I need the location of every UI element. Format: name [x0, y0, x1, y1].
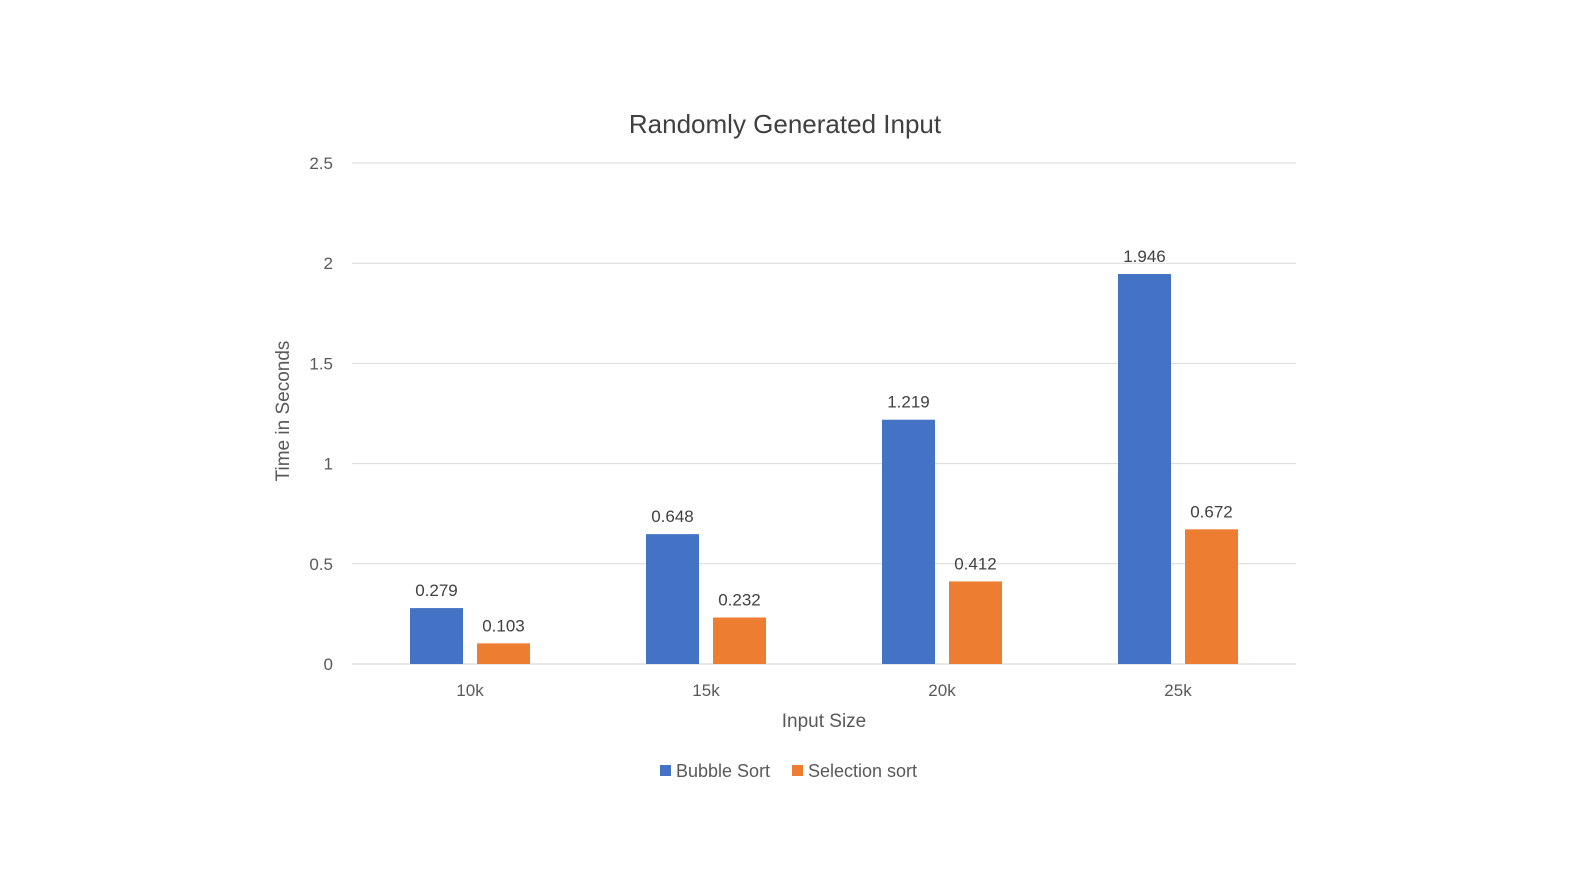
data-label-1-0: 0.103	[482, 616, 525, 635]
chart-title: Randomly Generated Input	[629, 109, 942, 139]
bar-0-1	[646, 534, 699, 664]
bar-0-2	[882, 419, 935, 664]
x-tick-label: 10k	[456, 681, 484, 700]
data-label-0-3: 1.946	[1123, 247, 1166, 266]
x-axis-title: Input Size	[782, 711, 867, 732]
data-labels: 0.279 0.103 0.648 0.232 1.219 0.412 1.946 0.672	[415, 247, 1233, 635]
bars	[410, 274, 1238, 664]
y-tick-label: 0	[324, 655, 333, 674]
bar-1-3	[1185, 529, 1238, 664]
bar-1-1	[713, 617, 766, 664]
legend-label-1: Selection sort	[808, 761, 917, 781]
legend-swatch-1	[792, 765, 803, 776]
y-axis-title: Time in Seconds	[273, 341, 294, 482]
y-tick-label: 0.5	[309, 555, 333, 574]
data-label-1-1: 0.232	[718, 591, 761, 610]
bar-0-0	[410, 608, 463, 664]
y-tick-label: 2.5	[309, 154, 333, 173]
y-tick-label: 1	[324, 455, 333, 474]
legend-swatch-0	[660, 765, 671, 776]
y-tick-label: 2	[324, 254, 333, 273]
legend: Bubble Sort Selection sort	[660, 761, 917, 781]
bar-1-0	[477, 643, 530, 664]
x-tick-label: 15k	[692, 681, 720, 700]
data-label-0-1: 0.648	[651, 507, 694, 526]
y-axis-ticks: 0 0.5 1 1.5 2 2.5	[309, 154, 333, 674]
data-label-0-0: 0.279	[415, 581, 458, 600]
legend-label-0: Bubble Sort	[676, 761, 770, 781]
bar-1-2	[949, 581, 1002, 664]
bar-0-3	[1118, 274, 1171, 664]
x-tick-label: 20k	[928, 681, 956, 700]
y-tick-label: 1.5	[309, 354, 333, 373]
data-label-0-2: 1.219	[887, 393, 930, 412]
data-label-1-2: 0.412	[954, 554, 997, 573]
x-axis-ticks: 10k 15k 20k 25k	[456, 681, 1192, 700]
data-label-1-3: 0.672	[1190, 502, 1233, 521]
x-tick-label: 25k	[1164, 681, 1192, 700]
